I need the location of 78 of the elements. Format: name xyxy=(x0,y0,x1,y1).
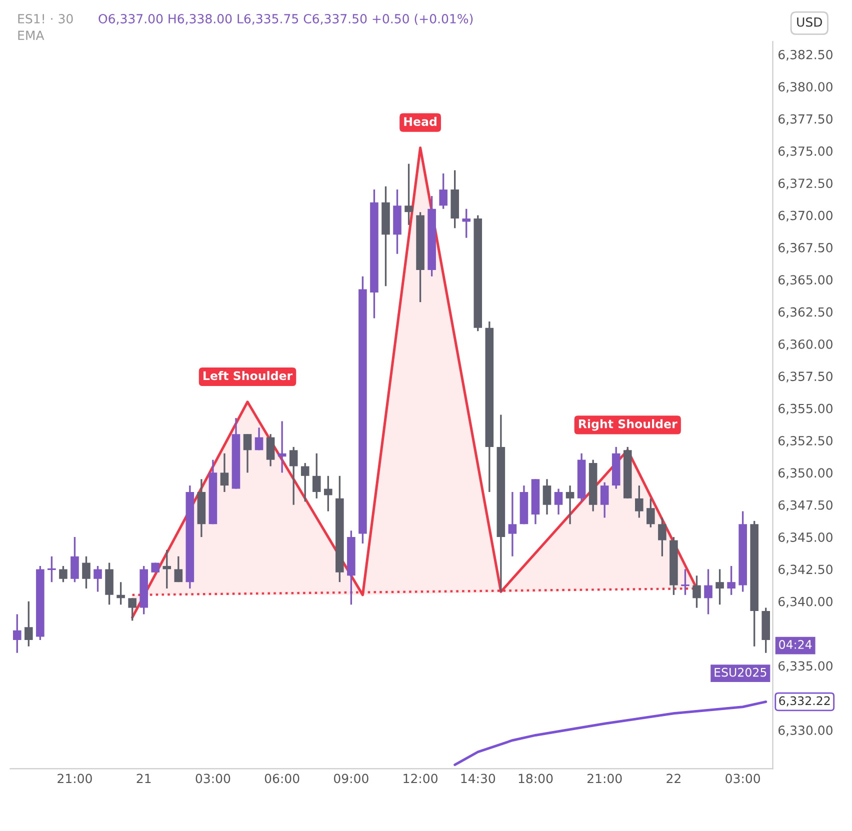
y-tick-label: 6,365.00 xyxy=(778,275,832,286)
candlestick xyxy=(278,420,286,474)
annotation: ESU2025 xyxy=(714,668,766,677)
candlestick xyxy=(646,498,655,528)
candlestick xyxy=(704,568,712,616)
y-tick-label: 6,375.00 xyxy=(778,146,832,158)
text: EMA xyxy=(18,30,44,40)
x-tick-label: 06:00 xyxy=(264,774,300,784)
y-tick-label: 6,382.50 xyxy=(778,50,832,61)
y-tick-label: 6,377.50 xyxy=(778,114,832,125)
x-tick-label: 12:00 xyxy=(404,774,438,784)
y-tick-label: 6,342.50 xyxy=(778,564,832,576)
y-tick-label: 6,367.50 xyxy=(778,242,832,254)
y-tick-label: 6,355.00 xyxy=(778,404,832,415)
y-tick-label: 6,370.00 xyxy=(778,210,832,222)
candlestick xyxy=(94,565,102,593)
candlestick xyxy=(600,481,609,519)
candlestick xyxy=(566,484,574,525)
candlestick xyxy=(243,433,252,474)
x-tick-label: 21 xyxy=(136,774,151,784)
candlestick xyxy=(716,568,724,606)
x-tick-label: 03:00 xyxy=(726,774,760,784)
candlestick xyxy=(404,162,413,226)
candlestick xyxy=(128,597,136,622)
candlestick xyxy=(554,488,563,516)
x-tick-label: 22 xyxy=(666,774,680,784)
candlestick xyxy=(542,478,552,516)
y-tick-label: 6,380.00 xyxy=(778,82,832,93)
x-tick-label: 09:00 xyxy=(334,774,368,784)
candlestick xyxy=(439,172,448,210)
y-tick-label: 6,372.50 xyxy=(778,178,832,190)
y-tick-label: 6,352.50 xyxy=(778,436,832,447)
candlestick xyxy=(116,581,125,606)
y-tick-label: 6,360.00 xyxy=(778,339,832,350)
candlestick xyxy=(312,452,321,500)
text: 6,332.22 xyxy=(779,696,830,706)
x-tick-label: 03:00 xyxy=(196,774,230,784)
y-tick-label: 6,357.50 xyxy=(778,372,832,382)
candlestick xyxy=(162,549,172,590)
text: 04:24 xyxy=(779,640,812,649)
x-tick-label: 18:00 xyxy=(518,774,553,784)
candlestick xyxy=(289,446,298,506)
candlestick xyxy=(727,565,736,596)
y-tick-label: 6,330.00 xyxy=(778,726,832,736)
candlestick xyxy=(658,516,666,558)
chart-subtitle: O6,337.00 H6,338.00 L6,335.75 C6,337.50 +0.50 (+0.01%) xyxy=(98,14,473,25)
candlestick xyxy=(462,208,471,239)
y-tick-label: 6,347.50 xyxy=(778,500,832,512)
candlestick xyxy=(681,568,690,596)
y-tick-label: 6,345.00 xyxy=(778,532,832,544)
candlestick xyxy=(174,555,183,583)
x-tick-label: 21:00 xyxy=(58,774,92,784)
candlestick xyxy=(220,452,229,493)
y-tick-label: 6,362.50 xyxy=(778,307,832,318)
candlestick xyxy=(266,433,275,468)
candlestick xyxy=(254,426,264,451)
candlestick xyxy=(70,536,79,583)
x-tick-label: 14:30 xyxy=(461,774,496,784)
text: USD xyxy=(797,17,822,27)
candlestick xyxy=(635,484,644,519)
chart-title: ES1! · 30 xyxy=(18,14,73,24)
line-series xyxy=(454,700,768,766)
candlestick xyxy=(692,574,701,609)
annotation: Left Shoulder xyxy=(204,371,293,380)
y-tick-label: 6,350.00 xyxy=(778,468,832,479)
candlestick xyxy=(12,613,22,654)
y-tick-label: 6,335.00 xyxy=(778,661,832,672)
candlestick xyxy=(324,475,332,512)
candlestick xyxy=(24,600,33,648)
candlestick xyxy=(59,565,68,583)
candlestick xyxy=(82,555,90,590)
candlestick xyxy=(48,555,56,583)
candlestick xyxy=(300,462,310,502)
y-tick-label: 6,340.00 xyxy=(778,596,832,608)
annotation: Head xyxy=(404,116,436,126)
annotation: Right Shoulder xyxy=(578,419,678,431)
x-tick-label: 21:00 xyxy=(587,774,622,784)
candlestick xyxy=(508,491,517,558)
